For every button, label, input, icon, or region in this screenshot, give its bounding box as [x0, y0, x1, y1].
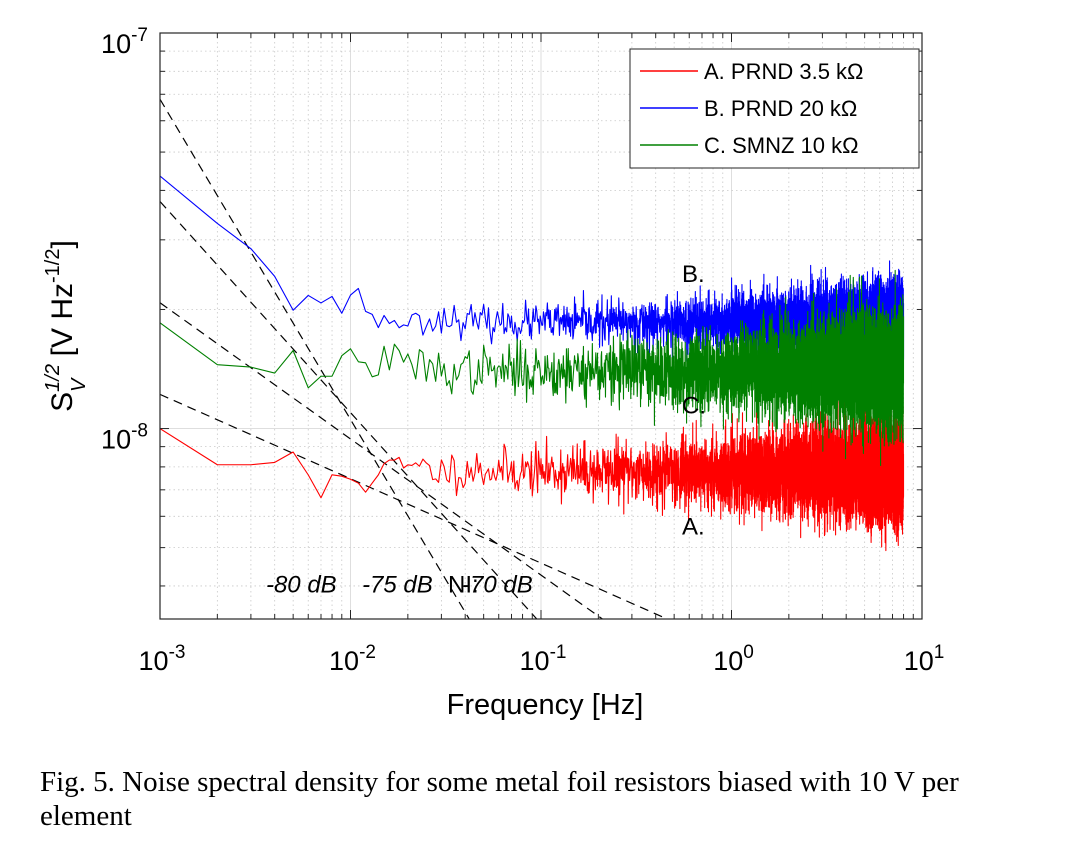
annotation-6: -75 dB: [362, 572, 433, 599]
annotation-1: B.: [682, 261, 705, 288]
annotation-3: A.: [682, 513, 705, 540]
ni-reference-line-3: [160, 302, 603, 619]
y-tick-label-2: 10-7: [101, 25, 148, 59]
x-tick-label-3: 10-1: [520, 642, 567, 676]
y-axis-label: S1/2 V [V Hz-1/2]: [42, 240, 90, 412]
figure-caption: Fig. 5. Noise spectral density for some …: [40, 766, 959, 832]
legend-label-3: C. SMNZ 10 kΩ: [704, 133, 859, 158]
reference-lines: [160, 98, 668, 619]
annotation-7: -70 dB: [462, 572, 533, 599]
y-tick-label-1: 10-8: [101, 421, 148, 455]
ni-reference-line-1: [160, 98, 470, 619]
x-tick-label-2: 10-2: [329, 642, 376, 676]
x-tick-label-4: 100: [713, 642, 754, 676]
annotation-2: C.: [682, 393, 706, 420]
series-lines: [160, 175, 905, 552]
series-line-1: [160, 381, 905, 552]
series-line-3: [160, 269, 905, 466]
ni-reference-line-2: [160, 201, 538, 619]
annotations: B. C. A. NI: -80 dB -75 dB -70 dB: [266, 261, 706, 599]
x-tick-label-1: 10-3: [139, 642, 186, 676]
axis-labels: Frequency [Hz] S1/2 V [V Hz-1/2]: [42, 240, 643, 721]
annotation-4: NI:: [448, 572, 479, 599]
ni-reference-line-4: [160, 393, 668, 619]
annotation-5: -80 dB: [266, 572, 337, 599]
tick-labels: 10-3 10-2 10-1 100 101 10-8 10-7: [101, 25, 944, 676]
x-axis-label: Frequency [Hz]: [447, 689, 644, 721]
legend-label-1: A. PRND 3.5 kΩ: [704, 59, 864, 84]
noise-spectral-density-chart: 10-3 10-2 10-1 100 101 10-8 10-7 B. C. A. NI: -80 …: [42, 25, 944, 721]
legend: A. PRND 3.5 kΩ B. PRND 20 kΩ C. SMNZ 10 kΩ: [629, 48, 920, 169]
legend-label-2: B. PRND 20 kΩ: [704, 96, 857, 121]
axes: [159, 32, 923, 620]
x-tick-label-5: 101: [904, 642, 945, 676]
